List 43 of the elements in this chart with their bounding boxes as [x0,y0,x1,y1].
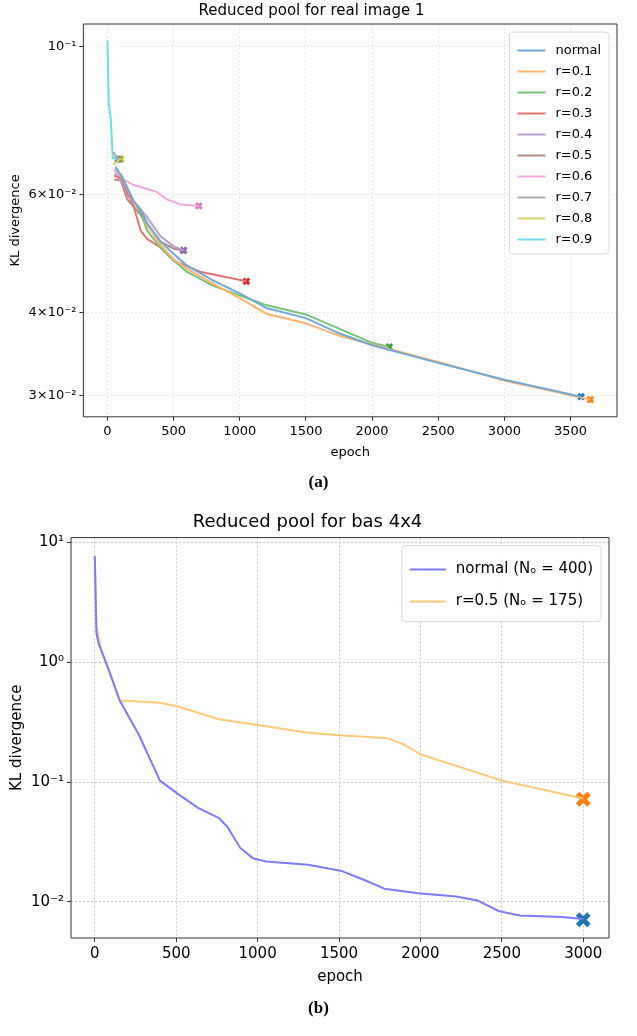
legend-label: r=0.9 [555,230,593,246]
y-tick-label: 6×10⁻² [28,185,77,201]
x-tick-label: 1500 [319,943,359,962]
legend-label: r=0.5 [555,146,593,162]
x-tick-label: 1000 [238,943,277,962]
x-tick-label: 2500 [482,943,521,962]
y-tick-label: 10¹ [38,532,65,551]
text: (a) [307,471,330,493]
x-tick-label: 2500 [421,422,455,438]
x-tick-label: 500 [161,422,187,438]
legend-label: r=0.3 [555,104,593,120]
legend-label: r=0.6 [555,167,593,183]
y-tick-label: 10⁻² [30,891,65,910]
chart-title: Reduced pool for bas 4x4 [192,510,423,532]
x-tick-label: 0 [103,422,112,438]
y-tick-label: 10⁻¹ [30,772,65,791]
y-axis-title: KL divergence [6,684,25,791]
x-axis-title: epoch [330,443,370,459]
x-tick-label: 1500 [289,422,323,438]
legend-label: r=0.4 [555,125,593,141]
text: (b) [307,997,330,1019]
chart-title: Reduced pool for real image 1 [198,0,425,19]
x-tick-label: 0 [90,943,100,962]
x-tick-label: 3000 [564,943,603,962]
x-tick-label: 3000 [487,422,521,438]
y-tick-label: 4×10⁻² [28,303,77,319]
y-tick-label: 10⁻¹ [47,37,77,53]
legend-label: r=0.2 [555,83,593,99]
legend-label: normal (Nₒ = 400) [455,559,594,578]
legend-label: r=0.7 [555,188,593,204]
x-tick-label: 2000 [355,422,389,438]
y-tick-label: 10⁰ [38,652,65,671]
x-tick-label: 3500 [554,422,588,438]
x-tick-label: 1000 [223,422,257,438]
y-axis-title: KL divergence [7,174,23,267]
y-tick-label: 3×10⁻² [28,387,77,403]
x-axis-title: epoch [317,966,363,985]
legend-label: r=0.5 (Nₒ = 175) [455,591,584,610]
legend-label: r=0.1 [555,62,593,78]
legend-label: normal [555,41,602,57]
legend-label: r=0.8 [555,209,593,225]
x-tick-label: 500 [161,943,191,962]
x-tick-label: 2000 [401,943,440,962]
